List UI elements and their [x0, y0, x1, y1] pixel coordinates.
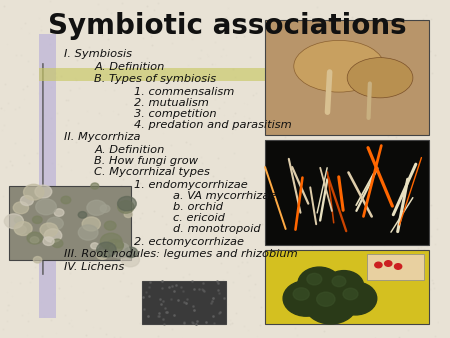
Circle shape — [61, 196, 71, 204]
Circle shape — [298, 267, 341, 300]
Circle shape — [124, 211, 132, 218]
Bar — [40, 68, 302, 81]
Circle shape — [343, 288, 358, 300]
Bar — [367, 254, 424, 280]
Circle shape — [54, 209, 64, 216]
Circle shape — [43, 237, 54, 245]
Circle shape — [283, 281, 329, 316]
Circle shape — [91, 243, 99, 249]
Text: II. Mycorrhiza: II. Mycorrhiza — [63, 132, 140, 143]
Circle shape — [13, 202, 28, 214]
Circle shape — [96, 250, 108, 259]
Circle shape — [124, 247, 138, 258]
Circle shape — [104, 221, 116, 230]
Circle shape — [82, 217, 100, 231]
Circle shape — [307, 273, 322, 285]
Bar — [265, 140, 429, 245]
Text: A. Definition: A. Definition — [94, 145, 165, 155]
Circle shape — [115, 241, 123, 248]
Text: IV. Lichens: IV. Lichens — [63, 262, 124, 272]
Circle shape — [395, 264, 402, 269]
Circle shape — [44, 229, 62, 242]
Circle shape — [36, 199, 56, 215]
Circle shape — [4, 214, 23, 228]
Circle shape — [117, 196, 136, 211]
Circle shape — [100, 233, 122, 250]
Text: B. Types of symbiosis: B. Types of symbiosis — [94, 74, 216, 84]
Circle shape — [33, 257, 42, 263]
Circle shape — [121, 253, 140, 267]
Text: 4. predation and parasitism: 4. predation and parasitism — [134, 120, 291, 130]
Bar — [265, 250, 429, 324]
Bar — [40, 34, 56, 318]
Circle shape — [14, 217, 23, 223]
Circle shape — [20, 196, 33, 206]
Circle shape — [109, 243, 130, 258]
Text: a. VA mycorrhizae: a. VA mycorrhizae — [173, 191, 276, 201]
Circle shape — [32, 216, 42, 223]
Text: c. ericoid: c. ericoid — [173, 213, 225, 223]
Circle shape — [78, 225, 98, 240]
Circle shape — [15, 225, 26, 234]
Text: C. Mycorrhizal types: C. Mycorrhizal types — [94, 167, 210, 177]
Text: 3. competition: 3. competition — [134, 109, 216, 119]
Circle shape — [324, 271, 364, 301]
Text: 2. mutualism: 2. mutualism — [134, 98, 208, 108]
Text: b. orchid: b. orchid — [173, 202, 223, 212]
Circle shape — [385, 261, 392, 266]
Circle shape — [100, 205, 110, 212]
Circle shape — [52, 239, 63, 247]
Circle shape — [117, 201, 134, 213]
Text: d. monotropoid: d. monotropoid — [173, 224, 261, 235]
Text: B. How fungi grow: B. How fungi grow — [94, 156, 198, 166]
Circle shape — [317, 292, 335, 306]
Circle shape — [113, 243, 129, 255]
Text: 2. ectomycorrhizae: 2. ectomycorrhizae — [134, 237, 243, 247]
Circle shape — [40, 223, 58, 237]
Circle shape — [78, 212, 87, 218]
Circle shape — [293, 288, 309, 300]
Text: Symbiotic associations: Symbiotic associations — [49, 12, 407, 40]
Ellipse shape — [347, 58, 413, 98]
Circle shape — [14, 222, 32, 236]
Circle shape — [332, 276, 346, 287]
Circle shape — [35, 185, 52, 198]
Circle shape — [30, 237, 39, 243]
Circle shape — [97, 242, 116, 257]
Bar — [265, 20, 429, 135]
Circle shape — [375, 262, 382, 268]
Circle shape — [87, 200, 106, 215]
Circle shape — [334, 282, 377, 315]
Ellipse shape — [294, 40, 384, 92]
Text: I. Symbiosis: I. Symbiosis — [63, 49, 131, 59]
Bar — [9, 186, 131, 260]
Circle shape — [23, 184, 44, 200]
Text: 1. commensalism: 1. commensalism — [134, 87, 234, 97]
Circle shape — [107, 240, 123, 252]
Circle shape — [91, 183, 99, 189]
Circle shape — [47, 217, 63, 230]
Bar — [142, 281, 225, 324]
Circle shape — [305, 283, 357, 324]
Text: 1. endomycorrhizae: 1. endomycorrhizae — [134, 180, 248, 190]
Text: III. Root nodules: legumes and rhizobium: III. Root nodules: legumes and rhizobium — [63, 249, 297, 260]
Text: A. Definition: A. Definition — [94, 62, 165, 72]
Circle shape — [27, 232, 42, 244]
